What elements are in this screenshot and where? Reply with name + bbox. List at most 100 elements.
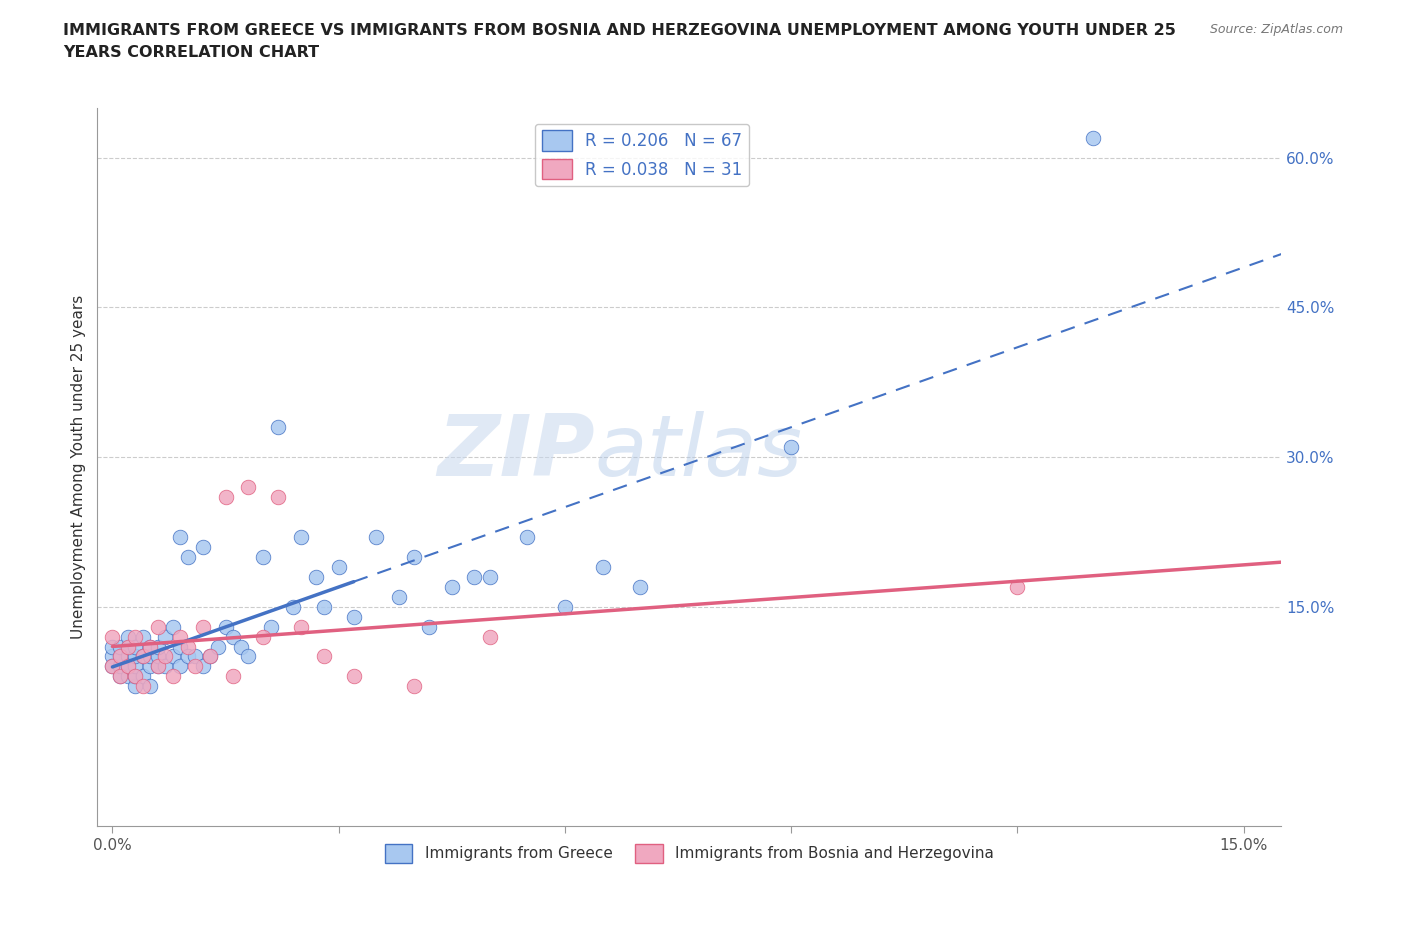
Point [139, 659, 162, 674]
Point [191, 619, 214, 634]
Point [117, 659, 139, 674]
Point [101, 659, 124, 674]
Point [780, 440, 803, 455]
Point [169, 639, 191, 654]
Point [146, 639, 169, 654]
Point [177, 639, 200, 654]
Point [124, 629, 146, 644]
Point [169, 629, 191, 644]
Point [117, 669, 139, 684]
Point [290, 619, 312, 634]
Point [131, 649, 153, 664]
Point [343, 609, 366, 624]
Text: atlas: atlas [595, 411, 803, 494]
Point [252, 629, 274, 644]
Text: YEARS CORRELATION CHART: YEARS CORRELATION CHART [63, 45, 319, 60]
Point [404, 679, 426, 694]
Point [108, 639, 131, 654]
Point [418, 619, 440, 634]
Legend: Immigrants from Greece, Immigrants from Bosnia and Herzegovina: Immigrants from Greece, Immigrants from … [378, 838, 1000, 869]
Point [131, 679, 153, 694]
Point [312, 649, 335, 664]
Text: ZIP: ZIP [437, 411, 595, 494]
Point [404, 550, 426, 565]
Point [124, 669, 146, 684]
Point [108, 669, 131, 684]
Point [124, 659, 146, 674]
Point [478, 569, 501, 584]
Point [155, 649, 177, 664]
Point [592, 559, 614, 574]
Point [101, 649, 124, 664]
Point [214, 489, 236, 504]
Point [267, 489, 290, 504]
Point [146, 619, 169, 634]
Point [146, 659, 169, 674]
Point [267, 419, 290, 434]
Point [108, 649, 131, 664]
Point [108, 669, 131, 684]
Point [343, 669, 366, 684]
Point [290, 529, 312, 544]
Point [117, 659, 139, 674]
Point [222, 669, 245, 684]
Point [139, 679, 162, 694]
Point [155, 629, 177, 644]
Point [124, 649, 146, 664]
Text: IMMIGRANTS FROM GREECE VS IMMIGRANTS FROM BOSNIA AND HERZEGOVINA UNEMPLOYMENT AM: IMMIGRANTS FROM GREECE VS IMMIGRANTS FRO… [63, 23, 1177, 38]
Point [312, 599, 335, 614]
Point [124, 669, 146, 684]
Point [117, 639, 139, 654]
Point [229, 639, 252, 654]
Point [124, 679, 146, 694]
Point [200, 649, 222, 664]
Point [162, 669, 184, 684]
Point [214, 619, 236, 634]
Point [238, 649, 260, 664]
Point [117, 639, 139, 654]
Point [146, 659, 169, 674]
Point [117, 629, 139, 644]
Point [1081, 130, 1104, 145]
Point [184, 659, 207, 674]
Point [131, 669, 153, 684]
Point [283, 599, 305, 614]
Point [155, 659, 177, 674]
Point [177, 649, 200, 664]
Point [131, 629, 153, 644]
Point [117, 649, 139, 664]
Point [139, 639, 162, 654]
Point [177, 550, 200, 565]
Point [200, 649, 222, 664]
Point [124, 639, 146, 654]
Point [1007, 579, 1029, 594]
Point [108, 649, 131, 664]
Point [169, 659, 191, 674]
Point [108, 659, 131, 674]
Point [101, 639, 124, 654]
Y-axis label: Unemployment Among Youth under 25 years: Unemployment Among Youth under 25 years [72, 295, 86, 639]
Point [162, 649, 184, 664]
Point [162, 619, 184, 634]
Point [478, 629, 501, 644]
Point [222, 629, 245, 644]
Point [139, 649, 162, 664]
Point [388, 590, 411, 604]
Point [139, 639, 162, 654]
Point [366, 529, 388, 544]
Point [184, 649, 207, 664]
Point [131, 649, 153, 664]
Point [554, 599, 576, 614]
Point [516, 529, 538, 544]
Point [146, 649, 169, 664]
Point [191, 659, 214, 674]
Point [305, 569, 328, 584]
Point [101, 629, 124, 644]
Text: Source: ZipAtlas.com: Source: ZipAtlas.com [1209, 23, 1343, 36]
Point [101, 659, 124, 674]
Point [463, 569, 485, 584]
Point [328, 559, 350, 574]
Point [440, 579, 463, 594]
Point [169, 529, 191, 544]
Point [191, 539, 214, 554]
